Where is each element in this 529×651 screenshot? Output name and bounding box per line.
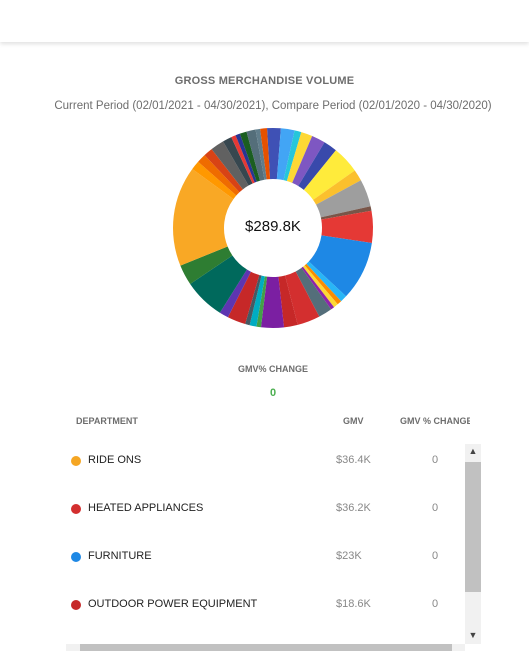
donut-slice[interactable] xyxy=(295,267,332,317)
legend-dot-icon xyxy=(71,504,81,514)
donut-slice[interactable] xyxy=(227,271,260,325)
donut-slice[interactable] xyxy=(278,275,298,328)
table-row[interactable]: HEATED APPLIANCES $36.2K 0 xyxy=(66,498,464,546)
vertical-scrollbar[interactable]: ▲ ▼ xyxy=(465,444,481,644)
donut-slice[interactable] xyxy=(267,128,281,180)
table-row[interactable]: RIDE ONS $36.4K 0 xyxy=(66,450,464,498)
scroll-up-icon[interactable]: ▲ xyxy=(468,446,478,456)
department-name: RIDE ONS xyxy=(88,454,142,466)
legend-dot-icon xyxy=(71,456,81,466)
donut-slice[interactable] xyxy=(283,130,302,182)
donut-slice[interactable] xyxy=(235,133,257,183)
donut-slice[interactable] xyxy=(306,261,347,302)
table-row[interactable]: FURNITURE $23K 0 xyxy=(66,546,464,594)
donut-slice[interactable] xyxy=(246,129,265,181)
scroll-down-icon[interactable]: ▼ xyxy=(468,630,478,640)
donut-slice[interactable] xyxy=(173,168,234,266)
donut-slice[interactable] xyxy=(223,137,253,186)
top-bar xyxy=(0,0,529,42)
department-name: HEATED APPLIANCES xyxy=(88,502,204,514)
donut-slice[interactable] xyxy=(321,210,373,243)
donut-slice[interactable] xyxy=(211,141,249,190)
gmv-donut-chart[interactable] xyxy=(171,126,375,330)
donut-slice[interactable] xyxy=(298,142,336,190)
column-header-gmv-change[interactable]: GMV % CHANGE (OF LAST PERIOD) xyxy=(400,416,470,426)
donut-slice[interactable] xyxy=(308,235,372,297)
gmv-change-label: GMV% CHANGE xyxy=(237,364,308,374)
donut-slice[interactable] xyxy=(239,131,261,182)
donut-slice[interactable] xyxy=(190,255,247,313)
donut-slice[interactable] xyxy=(303,150,355,200)
donut-slice[interactable] xyxy=(292,135,325,187)
total-gmv-value: $289.8K xyxy=(245,218,301,235)
donut-slice[interactable] xyxy=(286,132,313,183)
column-header-gmv[interactable]: GMV xyxy=(343,416,364,426)
department-gmv-change: 0 xyxy=(432,550,439,562)
donut-slice[interactable] xyxy=(301,266,335,310)
donut-slice[interactable] xyxy=(255,128,267,180)
donut-slice[interactable] xyxy=(256,276,268,328)
department-gmv: $36.4K xyxy=(336,454,371,466)
donut-slice[interactable] xyxy=(285,271,320,325)
legend-dot-icon xyxy=(71,600,81,610)
donut-slice[interactable] xyxy=(260,276,285,328)
donut-slice[interactable] xyxy=(313,170,361,205)
donut-slice[interactable] xyxy=(180,246,233,285)
department-name: FURNITURE xyxy=(88,550,152,562)
period-subtitle: Current Period (02/01/2021 - 04/30/2021)… xyxy=(54,100,492,112)
donut-slice[interactable] xyxy=(320,206,372,220)
donut-slice[interactable] xyxy=(219,269,251,318)
department-gmv: $36.2K xyxy=(336,502,371,514)
department-gmv: $23K xyxy=(336,550,362,562)
table-row[interactable]: OUTDOOR POWER EQUIPMENT $18.6K 0 xyxy=(66,594,464,642)
donut-slice[interactable] xyxy=(198,155,240,196)
donut-slice[interactable] xyxy=(316,180,371,218)
column-header-department[interactable]: DEPARTMENT xyxy=(76,416,138,426)
legend-dot-icon xyxy=(71,552,81,562)
gmv-change-value: 0 xyxy=(269,387,277,399)
horizontal-scroll-thumb[interactable] xyxy=(80,644,452,651)
donut-slice[interactable] xyxy=(245,275,262,326)
donut-slice[interactable] xyxy=(304,263,342,305)
vertical-scroll-thumb[interactable] xyxy=(465,462,481,592)
donut-slice[interactable] xyxy=(249,275,265,327)
donut-slice[interactable] xyxy=(192,161,237,200)
horizontal-scrollbar[interactable] xyxy=(66,644,465,651)
department-gmv-change: 0 xyxy=(432,454,439,466)
department-name: OUTDOOR POWER EQUIPMENT xyxy=(88,598,258,610)
donut-slice[interactable] xyxy=(302,265,338,308)
chart-title: GROSS MERCHANDISE VOLUME xyxy=(174,75,355,87)
department-gmv-change: 0 xyxy=(432,598,439,610)
department-gmv: $18.6K xyxy=(336,598,371,610)
donut-slice[interactable] xyxy=(231,135,255,184)
donut-slice[interactable] xyxy=(260,128,271,180)
donut-slice[interactable] xyxy=(204,149,243,193)
donut-slice[interactable] xyxy=(276,128,295,181)
department-gmv-change: 0 xyxy=(432,502,439,514)
